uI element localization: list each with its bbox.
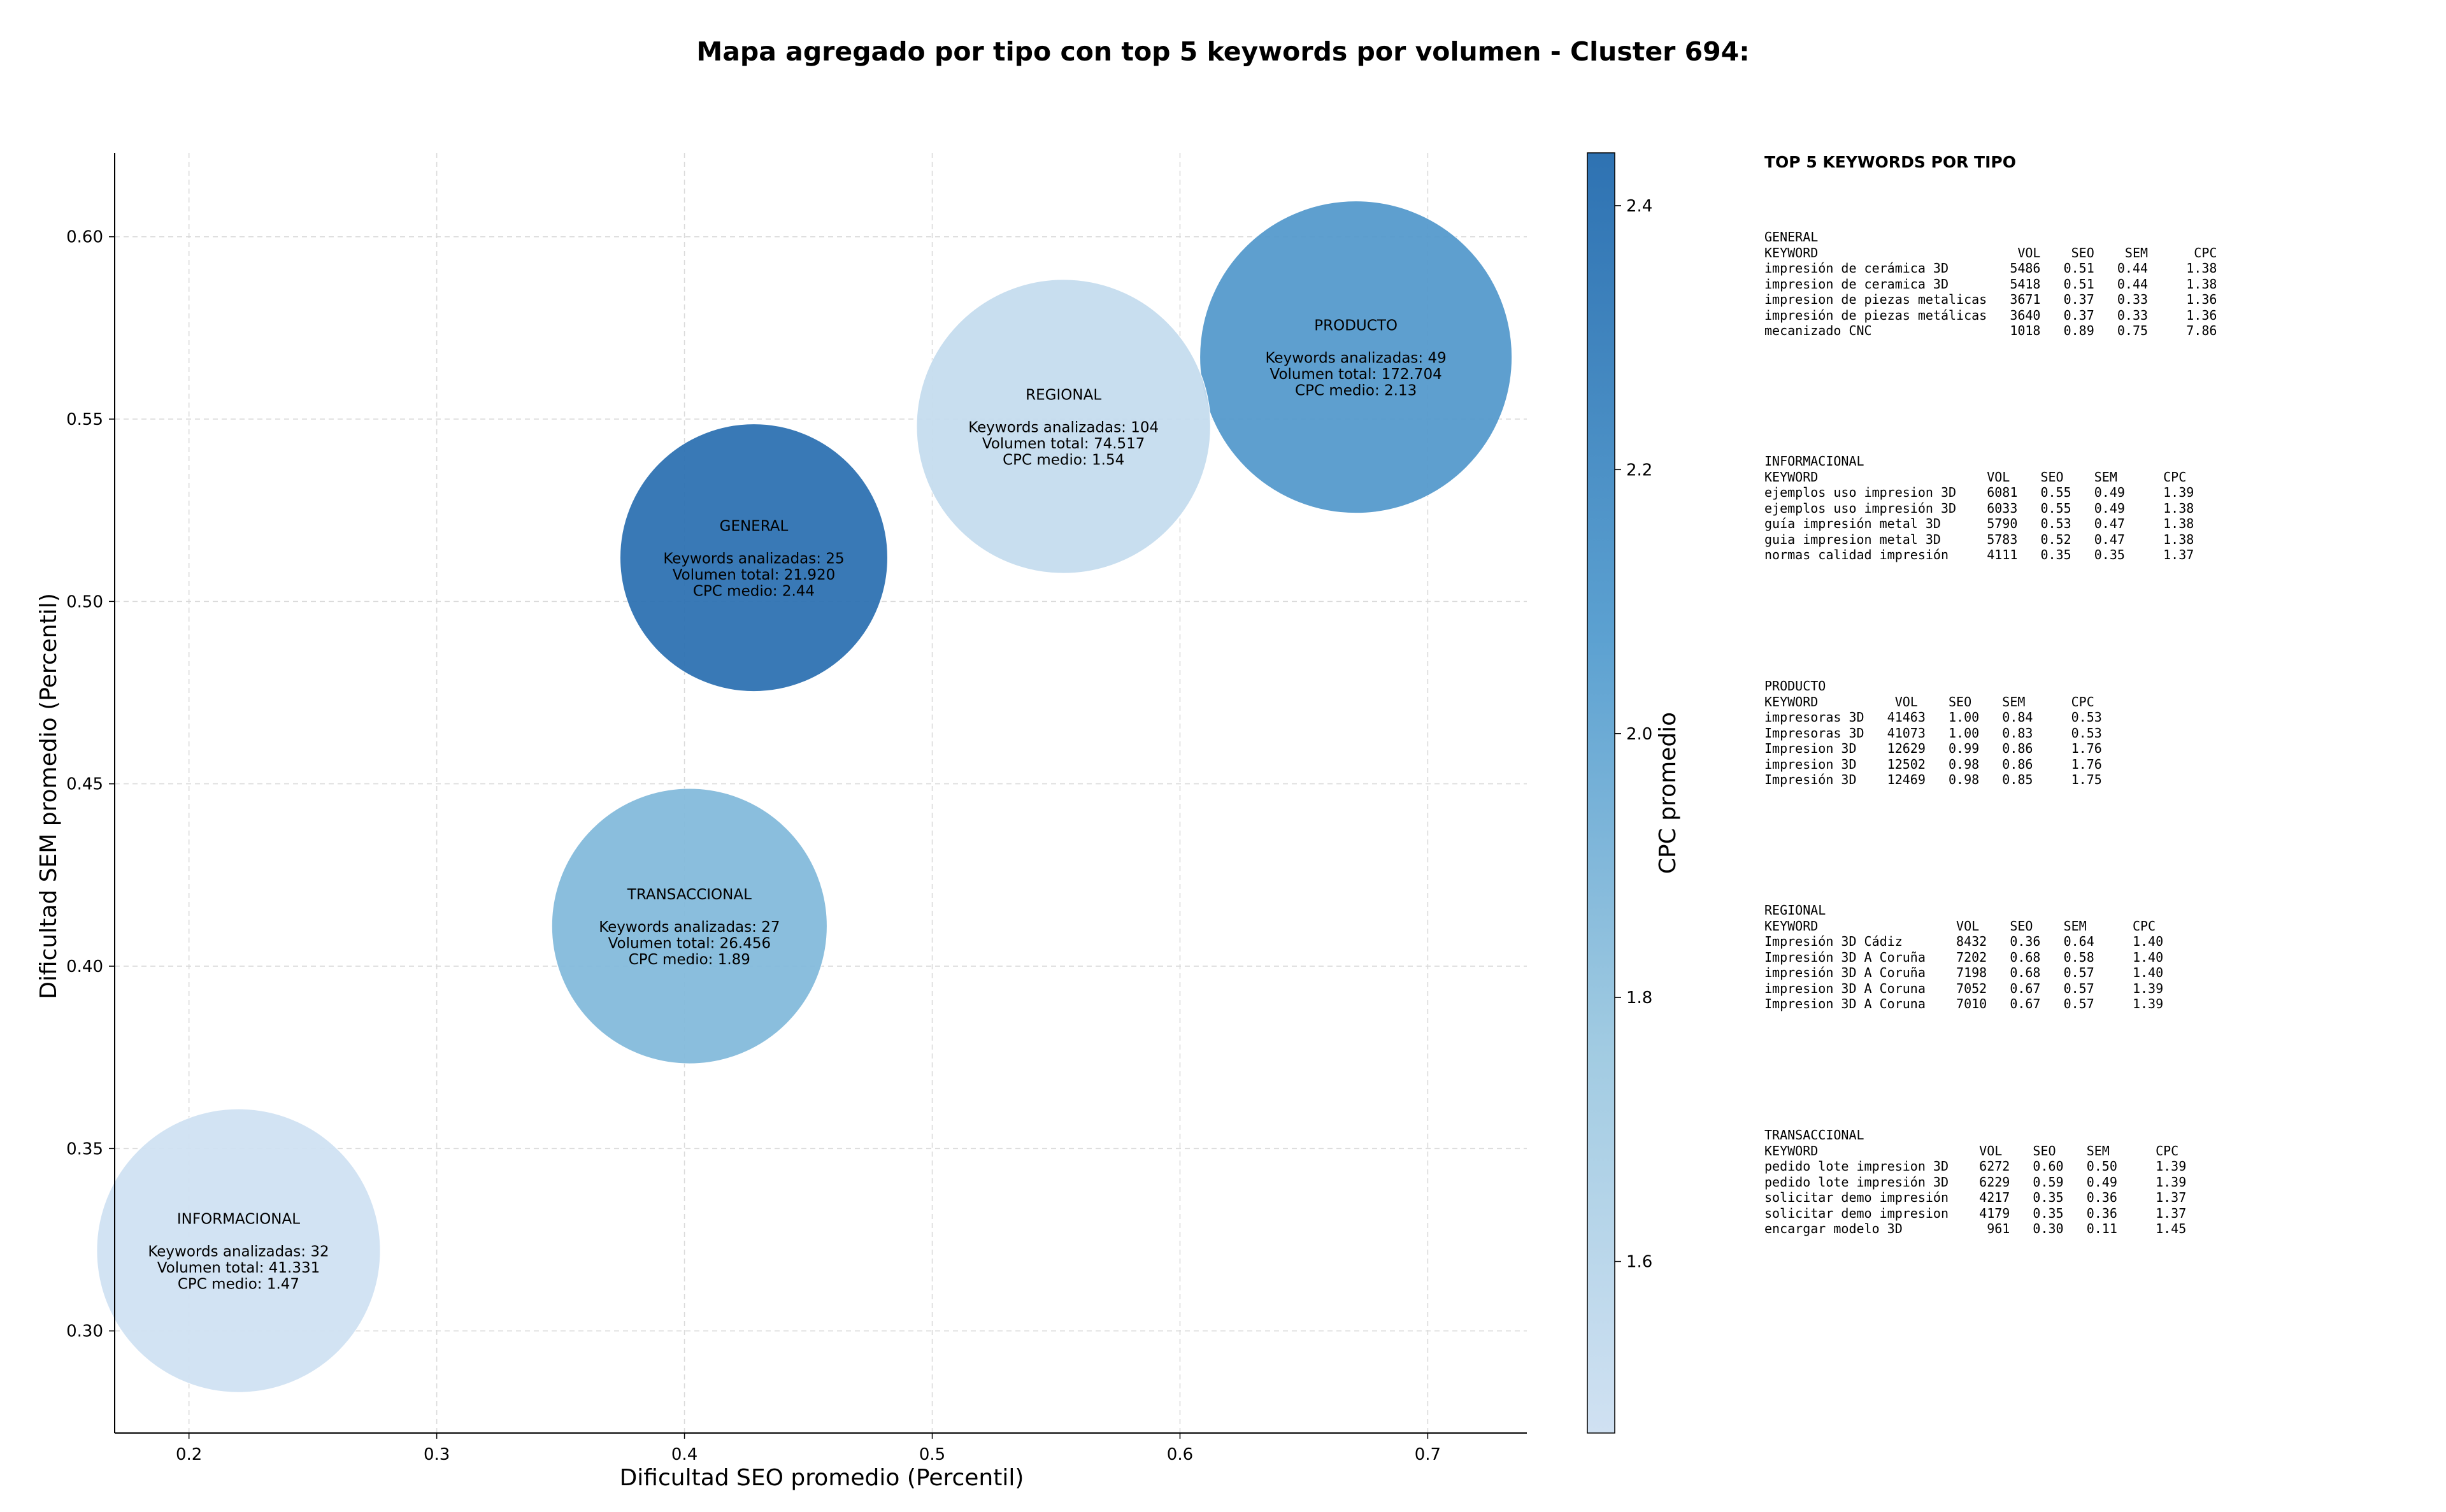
bubble-stat: CPC medio: 1.47 [178,1276,299,1293]
y-tick-label: 0.50 [66,592,103,611]
keyword-group-producto: PRODUCTO KEYWORD VOL SEO SEM CPC impresor… [1764,678,2102,788]
bubble-stat: CPC medio: 2.13 [1295,383,1417,399]
bubble-label: TRANSACCIONAL [627,887,752,903]
bubble-transaccional [551,788,827,1064]
x-tick-label: 0.7 [1415,1445,1441,1464]
bubble-stat: Volumen total: 172.704 [1270,366,1442,383]
keyword-group-title: TRANSACCIONAL [1764,1127,1864,1143]
colorbar: 1.6 1.8 2.0 2.2 2.4 [1587,152,1652,1434]
chart-title: Mapa agregado por tipo con top 5 keyword… [696,36,1749,67]
keyword-group-transaccional: TRANSACCIONAL KEYWORD VOL SEO SEM CPC ped… [1764,1127,2186,1237]
y-tick-label: 0.45 [66,775,103,794]
y-tick-label: 0.60 [66,228,103,247]
x-tick-label: 0.3 [424,1445,450,1464]
keyword-group-title: PRODUCTO [1764,678,1826,694]
colorbar-gradient [1587,152,1615,1434]
colorbar-tick-label: 2.2 [1626,460,1652,480]
y-tick-label: 0.35 [66,1139,103,1159]
keyword-group-regional: REGIONAL KEYWORD VOL SEO SEM CPC Impresió… [1764,902,2163,1012]
keyword-group-title: REGIONAL [1764,902,1826,918]
bubble-stat: Keywords analizadas: 27 [599,919,780,936]
x-tick-label: 0.5 [919,1445,945,1464]
keyword-group-informacional: INFORMACIONAL KEYWORD VOL SEO SEM CPC eje… [1764,453,2194,563]
keyword-table: KEYWORD VOL SEO SEM CPC Impresión 3D Cád… [1764,918,2164,1012]
bubble-stat: Keywords analizadas: 25 [663,551,844,567]
bubble-informacional [96,1108,381,1393]
bubble-label: INFORMACIONAL [177,1211,300,1228]
keyword-group-title: INFORMACIONAL [1764,453,1864,469]
keyword-table: KEYWORD VOL SEO SEM CPC impresión de cer… [1764,245,2217,339]
y-tick-label: 0.40 [66,957,103,976]
keyword-group-general: GENERAL KEYWORD VOL SEO SEM CPC impresión… [1764,229,2217,339]
y-tick-label: 0.30 [66,1322,103,1341]
colorbar-tick-label: 1.6 [1626,1253,1652,1272]
bubble-stat: Volumen total: 26.456 [608,936,771,952]
bubble-regional [916,279,1211,574]
bubble-stat: Volumen total: 74.517 [982,436,1145,452]
bubble-label: GENERAL [720,518,789,535]
colorbar-label: CPC promedio [1655,712,1681,874]
bubble-stat: Keywords analizadas: 49 [1266,350,1447,367]
x-tick-label: 0.2 [176,1445,202,1464]
side-panel-title: TOP 5 KEYWORDS POR TIPO [1764,153,2016,171]
colorbar-tick-label: 2.4 [1626,197,1652,216]
axes: 0.2 0.3 0.4 0.5 0.6 0.7 0.30 0.35 0.40 0.45 0.50 0.… [66,153,1527,1464]
colorbar-tick-label: 2.0 [1626,725,1652,744]
x-axis-label: Dificultad SEO promedio (Percentil) [620,1465,1024,1491]
colorbar-tick-label: 1.8 [1626,988,1652,1008]
bubble-stat: Keywords analizadas: 104 [968,419,1159,436]
bubble-stat: CPC medio: 1.89 [629,952,750,968]
bubble-stat: Volumen total: 21.920 [673,567,836,583]
bubble-label: PRODUCTO [1314,318,1398,334]
bubble-general [619,424,888,692]
bubble-producto [1199,201,1513,514]
y-tick-label: 0.55 [66,410,103,429]
x-tick-label: 0.6 [1167,1445,1193,1464]
keyword-table: KEYWORD VOL SEO SEM CPC impresoras 3D 41… [1764,694,2102,788]
keyword-group-title: GENERAL [1764,229,1819,245]
bubble-stat: Keywords analizadas: 32 [148,1244,329,1260]
bubble-stat: Volumen total: 41.331 [157,1260,320,1276]
y-axis-label: Dificultad SEM promedio (Percentil) [36,593,62,999]
keyword-table: KEYWORD VOL SEO SEM CPC ejemplos uso imp… [1764,469,2194,563]
bubble-label: REGIONAL [1026,387,1101,403]
bubble-stat: CPC medio: 1.54 [1003,452,1124,468]
keyword-table: KEYWORD VOL SEO SEM CPC pedido lote impr… [1764,1143,2187,1237]
x-tick-label: 0.4 [671,1445,697,1464]
bubble-stat: CPC medio: 2.44 [693,583,815,600]
